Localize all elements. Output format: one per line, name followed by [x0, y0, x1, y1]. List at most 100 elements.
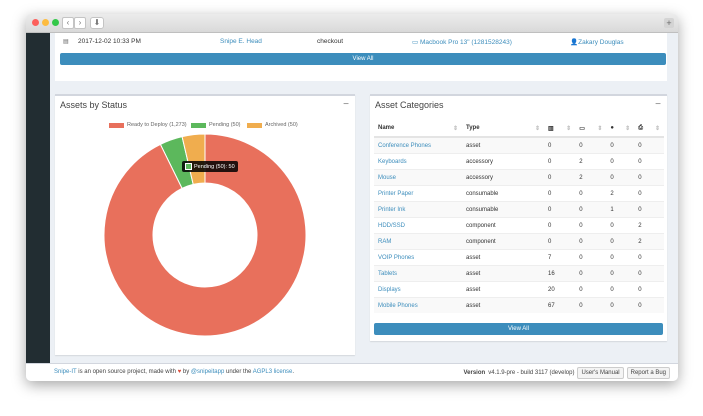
category-consumables-count: 0 [606, 233, 635, 250]
activity-item-link[interactable]: ▭ Macbook Pro 13" (1281528243) [412, 38, 512, 46]
heart-icon: ♥ [177, 369, 182, 375]
col-header-accessories[interactable]: ▭ ⇕ [575, 120, 607, 138]
legend-pending[interactable]: Pending (50) [191, 122, 241, 128]
footer-text-3: under the [224, 369, 253, 375]
category-type: consumable [462, 201, 544, 218]
category-consumables-count: 0 [606, 281, 635, 298]
category-consumables-count: 0 [606, 265, 635, 282]
legend-ready-label: Ready to Deploy (1,273) [127, 122, 187, 128]
category-accessories-count: 0 [575, 281, 607, 298]
browser-window: ‹ › ⬇ + ▤ 2017-12-02 10:33 PM Snipe E. H… [26, 14, 678, 381]
category-components-count: 0 [634, 201, 664, 218]
status-collapse-button[interactable]: − [343, 99, 349, 110]
category-name-link[interactable]: HDD/SSD [374, 217, 462, 234]
minimize-window-button[interactable] [42, 19, 49, 26]
category-name-link[interactable]: RAM [374, 233, 462, 250]
table-row: Displays asset 20 0 0 0 [374, 281, 664, 298]
category-consumables-count: 0 [606, 136, 635, 154]
status-donut-chart[interactable] [55, 96, 355, 355]
category-name-link[interactable]: Mobile Phones [374, 297, 462, 313]
category-consumables-count: 0 [606, 153, 635, 170]
category-assets-count: 20 [544, 281, 576, 298]
category-assets-count: 0 [544, 153, 576, 170]
category-components-count: 0 [634, 297, 664, 313]
category-assets-count: 0 [544, 233, 576, 250]
category-name-link[interactable]: Printer Ink [374, 201, 462, 218]
footer-text-4: . [292, 369, 295, 375]
category-name-link[interactable]: Conference Phones [374, 136, 462, 154]
category-assets-count: 0 [544, 201, 576, 218]
activity-admin-link[interactable]: Snipe E. Head [220, 38, 262, 45]
users-manual-button[interactable]: User's Manual [577, 367, 624, 379]
categories-view-all-button[interactable]: View All [374, 323, 663, 335]
chart-tooltip: Pending (50): 50 [182, 161, 238, 172]
new-tab-button[interactable]: + [664, 18, 674, 28]
tooltip-text: Pending (50): 50 [194, 163, 235, 170]
activity-target-link[interactable]: 👤Zakary Douglas [570, 38, 624, 46]
categories-collapse-button[interactable]: − [655, 99, 661, 110]
download-icon[interactable]: ⬇ [90, 17, 104, 29]
footer-text-1: is an open source project, made with [76, 369, 178, 375]
category-name-link[interactable]: Printer Paper [374, 185, 462, 202]
version-label: Version [463, 370, 486, 376]
legend-ready-swatch [109, 122, 124, 128]
category-components-count: 0 [634, 281, 664, 298]
main-content: ▤ 2017-12-02 10:33 PM Snipe E. Head chec… [50, 33, 678, 363]
category-assets-count: 0 [544, 136, 576, 154]
category-consumables-count: 1 [606, 201, 635, 218]
zoom-window-button[interactable] [52, 19, 59, 26]
category-type: accessory [462, 169, 544, 186]
activity-type-icon: ▤ [63, 39, 69, 45]
laptop-icon: ▭ [412, 39, 420, 46]
report-bug-button[interactable]: Report a Bug [626, 367, 670, 379]
col-header-type-label: Type [466, 124, 480, 131]
legend-ready[interactable]: Ready to Deploy (1,273) [109, 122, 187, 128]
forward-button[interactable]: › [74, 17, 86, 29]
category-name-link[interactable]: VOIP Phones [374, 249, 462, 266]
category-type: consumable [462, 185, 544, 202]
barcode-icon: ▥ [548, 125, 554, 132]
user-icon: 👤 [570, 39, 579, 46]
footer: Snipe-IT is an open source project, made… [26, 363, 678, 381]
category-accessories-count: 0 [575, 297, 607, 313]
category-name-link[interactable]: Displays [374, 281, 462, 298]
table-row: Keyboards accessory 0 2 0 0 [374, 153, 664, 170]
category-type: asset [462, 249, 544, 266]
category-name-link[interactable]: Keyboards [374, 153, 462, 170]
col-header-consumables[interactable]: ● ⇕ [606, 120, 635, 138]
category-type: asset [462, 265, 544, 282]
category-name-link[interactable]: Tablets [374, 265, 462, 282]
table-row: Conference Phones asset 0 0 0 0 [374, 136, 664, 154]
snipeit-link[interactable]: Snipe-IT [54, 369, 77, 375]
col-header-assets[interactable]: ▥ ⇕ [544, 120, 576, 138]
category-type: component [462, 217, 544, 234]
title-bar: ‹ › ⬇ + [26, 14, 678, 33]
category-components-count: 0 [634, 265, 664, 282]
categories-table-body: Conference Phones asset 0 0 0 0 Keyboards acces… [374, 136, 664, 313]
donut-slice-ready[interactable] [103, 133, 307, 337]
activity-item-label: Macbook Pro 13" (1281528243) [419, 39, 512, 46]
category-components-count: 0 [634, 153, 664, 170]
close-window-button[interactable] [32, 19, 39, 26]
table-row: HDD/SSD component 0 0 0 2 [374, 217, 664, 234]
legend-archived[interactable]: Archived (50) [247, 122, 298, 128]
category-name-link[interactable]: Mouse [374, 169, 462, 186]
twitter-handle-link[interactable]: @snipeitapp [190, 369, 225, 375]
activity-view-all-button[interactable]: View All [60, 53, 666, 65]
category-assets-count: 0 [544, 217, 576, 234]
table-row: Mobile Phones asset 67 0 0 0 [374, 297, 664, 313]
category-type: accessory [462, 153, 544, 170]
license-link[interactable]: AGPL3 license [252, 369, 293, 375]
col-header-type[interactable]: Type ⇕ [462, 120, 544, 138]
category-components-count: 2 [634, 233, 664, 250]
asset-categories-box: Asset Categories − Name ⇕ Type ⇕ ▥ ⇕ ▭ ⇕ ● ⇕ … [370, 94, 667, 341]
legend-archived-swatch [247, 122, 262, 128]
category-assets-count: 0 [544, 185, 576, 202]
col-header-name[interactable]: Name ⇕ [374, 120, 462, 138]
table-row: VOIP Phones asset 7 0 0 0 [374, 249, 664, 266]
category-consumables-count: 0 [606, 297, 635, 313]
legend-pending-swatch [191, 122, 206, 128]
back-button[interactable]: ‹ [62, 17, 74, 29]
col-header-components[interactable]: ⎙ ⇕ [634, 120, 664, 138]
activity-row-panel: ▤ 2017-12-02 10:33 PM Snipe E. Head chec… [55, 33, 667, 81]
